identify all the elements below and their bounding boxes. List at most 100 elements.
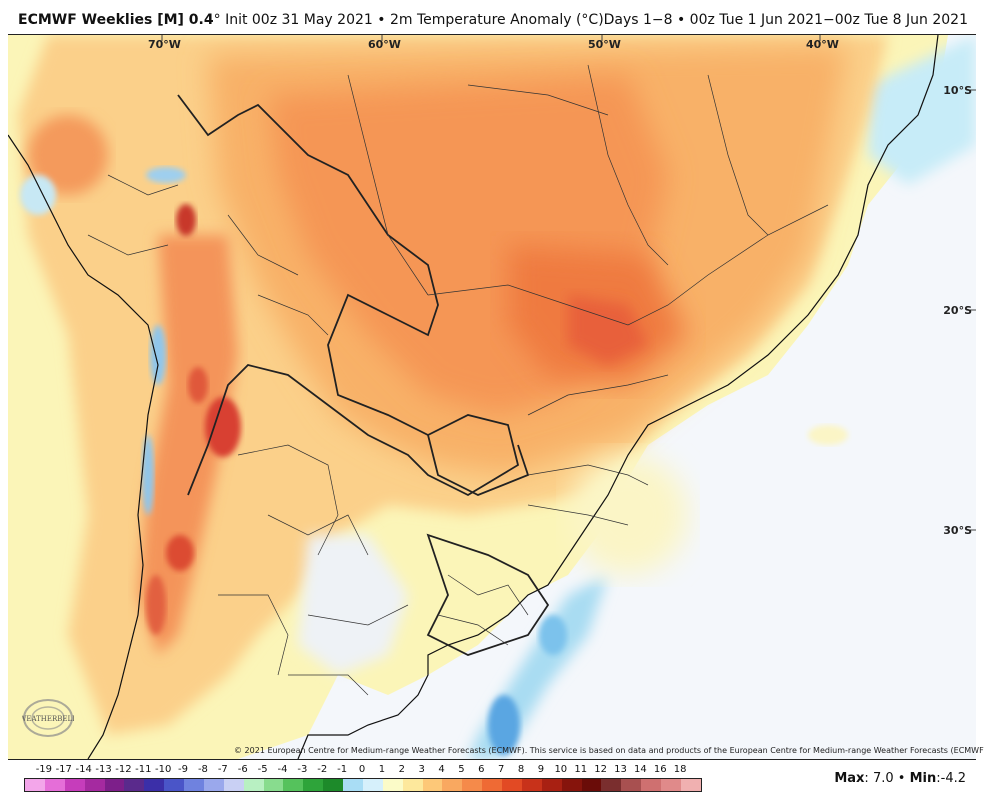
coastlines — [8, 35, 939, 759]
scale-swatch — [641, 779, 661, 791]
scale-swatch — [303, 779, 324, 791]
maxmin-separator: • — [897, 771, 906, 786]
scale-swatch — [164, 779, 184, 791]
country-borders — [177, 94, 550, 656]
scale-swatch — [362, 779, 383, 791]
scale-tick-label: 3 — [418, 764, 425, 775]
scale-tick-label: 5 — [458, 764, 465, 775]
scale-swatch — [601, 779, 622, 791]
scale-swatch — [561, 779, 582, 791]
scale-tick-label: 1 — [378, 764, 386, 775]
longitude-label-60w: 60°W — [368, 38, 401, 51]
product-name: ECMWF Weeklies [M] 0.4 — [18, 12, 214, 28]
scale-swatch — [422, 779, 443, 791]
scale-tick-label: 13 — [614, 764, 627, 775]
min-label: Min — [909, 771, 937, 786]
scale-swatch — [184, 779, 204, 791]
scale-tick-label: 12 — [594, 764, 607, 775]
scale-tick-label: 4 — [438, 764, 445, 775]
scale-tick-label: 14 — [633, 764, 647, 775]
scale-tick-label: 6 — [478, 764, 485, 775]
scale-swatch — [25, 779, 45, 791]
scale-tick-label: -5 — [257, 764, 268, 775]
logo-text: WEATHERBELL — [22, 715, 74, 723]
scale-swatch — [442, 779, 463, 791]
scale-swatch — [661, 779, 681, 791]
scale-tick-label: -7 — [217, 764, 228, 775]
header: ECMWF Weeklies [M] 0.4° Init 00z 31 May … — [0, 0, 984, 34]
max-min-summary: Max: 7.0 • Min:-4.2 — [834, 771, 966, 786]
anomaly-map — [8, 35, 976, 759]
scale-swatch — [621, 779, 642, 791]
variable-name: 2m Temperature Anomaly (°C) — [389, 12, 604, 28]
init-time: Init 00z 31 May 2021 — [225, 12, 373, 28]
scale-swatch — [323, 779, 343, 791]
map-title: ECMWF Weeklies [M] 0.4° Init 00z 31 May … — [18, 12, 604, 28]
scale-swatch — [502, 779, 522, 791]
scale-tick-label: -13 — [95, 764, 112, 775]
state-borders — [87, 64, 829, 696]
scale-tick-label: 11 — [574, 764, 588, 775]
scale-tick-label: -4 — [277, 764, 288, 775]
scale-swatch — [482, 779, 502, 791]
anomaly-shading — [8, 35, 976, 759]
scale-tick-label: 7 — [497, 764, 505, 775]
scale-swatch — [680, 779, 701, 791]
weatherbell-logo: WEATHERBELL — [19, 696, 77, 744]
copyright-notice: © 2021 European Centre for Medium-range … — [234, 746, 984, 755]
scale-tick-label: 18 — [673, 764, 687, 775]
scale-tick-label: 9 — [537, 764, 545, 775]
weatherbell-logo-graphic: WEATHERBELL — [19, 699, 77, 737]
scale-swatch — [243, 779, 264, 791]
scale-swatch — [462, 779, 483, 791]
scale-swatch — [144, 779, 165, 791]
scale-swatch — [44, 779, 65, 791]
scale-tick-label: 0 — [358, 764, 366, 775]
scale-tick-label: -11 — [135, 764, 152, 775]
scale-tick-label: -14 — [75, 764, 92, 775]
scale-swatch — [104, 779, 125, 791]
scale-swatch — [203, 779, 224, 791]
longitude-label-40w: 40°W — [806, 38, 839, 51]
scale-tick-labels: -19 -17 -14 -13 -12 -11 -10 -9 -8 -7 -6 -5 -4 -3 -2 -1 0… — [24, 762, 704, 778]
scale-tick-label: -12 — [115, 764, 132, 775]
scale-swatch — [283, 779, 304, 791]
scale-tick-label: -17 — [55, 764, 72, 775]
scale-swatch — [402, 779, 423, 791]
scale-tick-label: -3 — [297, 764, 308, 775]
scale-tick-label: 10 — [554, 764, 568, 775]
scale-tick-label: 8 — [517, 764, 525, 775]
latitude-label-10s: 10°S — [943, 84, 972, 97]
scale-tick-label: -19 — [35, 764, 53, 775]
longitude-label-70w: 70°W — [148, 38, 181, 51]
product-degree: ° — [213, 12, 221, 28]
max-value: 7.0 — [872, 771, 894, 786]
scale-tick-label: -2 — [317, 764, 328, 775]
min-value: -4.2 — [940, 771, 966, 786]
latitude-label-30s: 30°S — [943, 524, 972, 537]
scale-tick-label: 16 — [653, 764, 667, 775]
scale-tick-label: -8 — [197, 764, 208, 775]
scale-tick-label: -9 — [178, 764, 189, 775]
scale-swatch — [263, 779, 284, 791]
scale-swatch — [223, 779, 244, 791]
graticule-ticks — [161, 35, 976, 531]
scale-swatch — [521, 779, 542, 791]
map-panel — [8, 34, 976, 760]
scale-swatch — [581, 779, 602, 791]
valid-period: Days 1−8 • 00z Tue 1 Jun 2021−00z Tue 8 … — [603, 12, 968, 28]
scale-tick-label: 2 — [398, 764, 405, 775]
scale-color-bar — [24, 778, 702, 792]
scale-swatch — [84, 779, 105, 791]
color-scale-legend: -19 -17 -14 -13 -12 -11 -10 -9 -8 -7 -6 -5 -4 -3 -2 -1 0… — [24, 762, 704, 802]
longitude-label-50w: 50°W — [588, 38, 621, 51]
max-label: Max — [834, 771, 865, 786]
scale-swatch — [64, 779, 85, 791]
scale-swatch — [124, 779, 145, 791]
scale-tick-label: -1 — [337, 764, 348, 775]
latitude-label-20s: 20°S — [943, 304, 972, 317]
scale-swatch — [343, 779, 363, 791]
scale-tick-label: -6 — [237, 764, 248, 775]
title-separator: • — [377, 12, 386, 28]
scale-tick-label: -10 — [155, 764, 172, 775]
